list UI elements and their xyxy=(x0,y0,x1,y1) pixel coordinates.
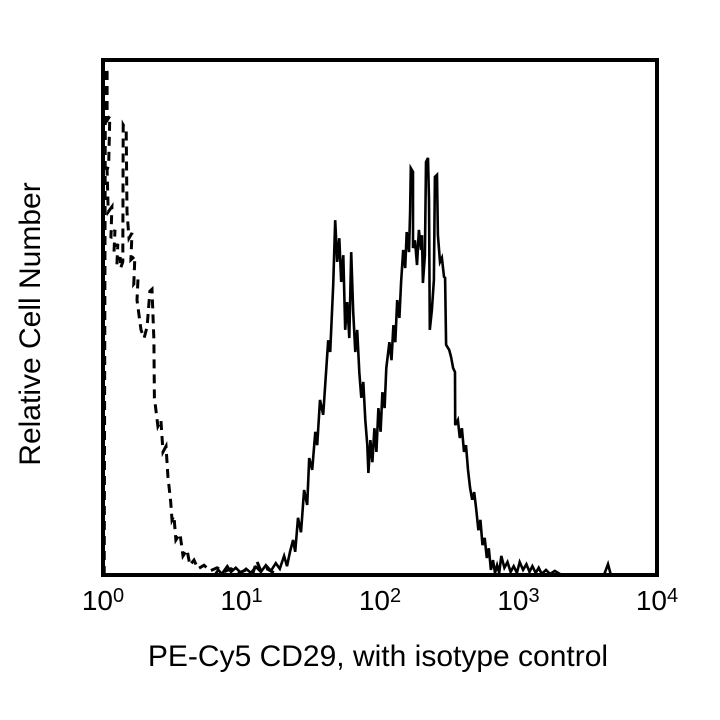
tick-exponent: 2 xyxy=(390,585,402,607)
tick-exponent: 4 xyxy=(667,585,679,607)
y-axis-label: Relative Cell Number xyxy=(14,182,47,466)
x-tick-label-1e2: 102 xyxy=(359,586,401,615)
tick-exponent: 1 xyxy=(251,585,263,607)
x-axis-label: PE-Cy5 CD29, with isotype control xyxy=(147,640,609,673)
tick-base: 10 xyxy=(81,585,114,616)
x-tick-label-1e4: 104 xyxy=(636,586,678,615)
plot-frame xyxy=(101,58,659,577)
tick-exponent: 0 xyxy=(113,585,125,607)
isotype-control-trace xyxy=(102,67,275,576)
tick-base: 10 xyxy=(497,585,529,616)
x-tick-label-1e0: 100 xyxy=(82,586,124,615)
x-tick-label-1e3: 103 xyxy=(497,586,539,615)
tick-base: 10 xyxy=(358,585,391,616)
tick-exponent: 3 xyxy=(528,585,540,607)
cd29-stain-trace xyxy=(213,157,655,577)
tick-base: 10 xyxy=(635,585,668,616)
tick-base: 10 xyxy=(220,585,252,616)
x-tick-label-1e1: 101 xyxy=(220,586,262,615)
